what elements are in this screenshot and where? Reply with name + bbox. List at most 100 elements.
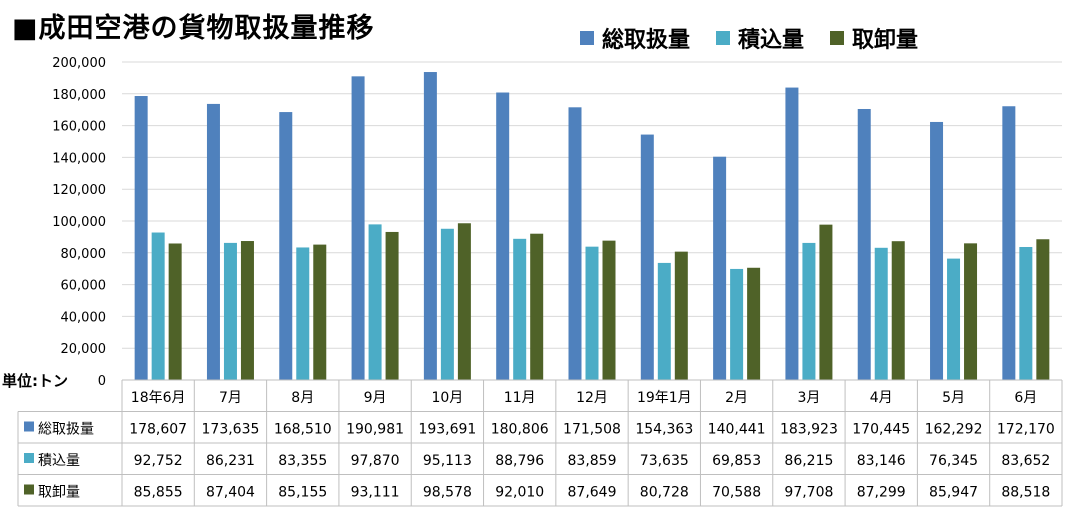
x-tick-label-12: 6月 [1014,390,1037,406]
table-cell-2-5: 92,010 [495,485,544,501]
bar-1-3 [368,224,382,380]
table-row-header-2: 取卸量 [38,485,80,501]
y-tick-label-8: 160,000 [52,120,106,135]
table-cell-2-4: 98,578 [423,485,472,501]
legend-item-2: 取卸量 [830,22,918,54]
bar-0-1 [206,103,220,380]
bar-2-5 [530,233,544,380]
table-cell-2-0: 85,855 [134,485,183,501]
x-tick-label-11: 5月 [942,390,965,406]
bar-1-0 [151,232,165,380]
bar-0-7 [640,134,654,380]
bar-1-12 [1019,246,1033,380]
bar-0-0 [134,96,148,381]
table-cell-1-0: 92,752 [134,453,183,469]
x-tick-label-8: 2月 [725,390,748,406]
bar-1-5 [513,238,527,380]
y-tick-label-5: 100,000 [52,215,106,230]
bar-0-11 [930,121,944,380]
y-tick-label-0: 0 [98,374,106,389]
bar-2-10 [891,241,905,380]
table-row-header-1: 積込量 [38,453,80,469]
bar-2-9 [819,224,833,380]
bar-0-4 [423,72,437,380]
table-cell-0-0: 178,607 [129,422,187,438]
table-swatch-0 [24,421,34,432]
bar-1-11 [947,258,961,380]
table-cell-0-2: 168,510 [274,422,332,438]
x-tick-label-7: 19年1月 [637,390,692,406]
y-tick-label-6: 120,000 [52,183,106,198]
y-tick-label-9: 180,000 [52,88,106,103]
bar-1-6 [585,246,599,380]
x-tick-label-9: 3月 [797,390,820,406]
table-swatch-1 [24,453,34,463]
bar-0-10 [857,108,871,381]
legend-swatch-1 [716,31,731,45]
x-tick-label-3: 9月 [364,390,387,406]
bar-1-4 [440,228,454,380]
table-cell-0-3: 190,981 [346,422,404,438]
table-cell-0-5: 180,806 [491,422,549,438]
y-tick-label-2: 40,000 [61,310,107,325]
y-tick-label-7: 140,000 [52,151,106,166]
bar-1-7 [657,262,671,380]
bar-0-6 [568,107,582,380]
bar-2-3 [385,231,399,380]
bar-0-5 [496,92,510,380]
table-cell-2-3: 93,111 [351,485,400,501]
table-cell-1-5: 88,796 [495,453,544,469]
table-cell-1-11: 76,345 [929,453,978,469]
bar-2-8 [747,267,761,380]
chart-title: ■成田空港の貨物取扱量推移 [12,13,375,44]
legend-item-1: 積込量 [716,22,804,54]
bar-0-8 [713,156,727,380]
bar-2-1 [240,241,254,380]
table-cell-1-2: 83,355 [278,453,327,469]
bar-2-2 [313,244,327,380]
x-tick-label-10: 4月 [870,390,893,406]
table-row-header-0: 総取扱量 [38,422,94,438]
legend-item-0: 総取扱量 [580,22,690,54]
table-cell-0-7: 154,363 [635,422,693,438]
bar-0-2 [279,112,293,381]
legend-label-2: 取卸量 [852,28,919,53]
table-cell-2-1: 87,404 [206,485,255,501]
bar-1-1 [223,242,237,380]
x-tick-label-0: 18年6月 [131,390,186,406]
bar-2-7 [674,251,688,380]
table-cell-1-9: 86,215 [784,453,833,469]
y-tick-label-10: 200,000 [52,56,106,71]
table-cell-2-12: 88,518 [1001,485,1050,501]
table-cell-0-11: 162,292 [925,422,983,438]
table-cell-0-6: 171,508 [563,422,621,438]
bar-0-12 [1002,106,1016,381]
legend-label-0: 総取扱量 [602,28,691,53]
legend-swatch-2 [830,31,845,45]
unit-label: 単位:トン [2,372,68,390]
x-tick-label-1: 7月 [219,390,242,406]
bar-0-9 [785,87,799,380]
x-tick-label-2: 8月 [291,390,314,406]
legend-swatch-0 [580,31,594,45]
table-cell-0-4: 193,691 [418,422,476,438]
bar-0-3 [351,76,365,380]
table-cell-2-10: 87,299 [857,485,906,501]
x-tick-label-5: 11月 [504,390,536,406]
table-cell-2-7: 80,728 [640,485,689,501]
table-cell-1-3: 97,870 [351,453,400,469]
bar-2-0 [168,243,182,380]
table-cell-0-8: 140,441 [708,422,766,438]
legend-label-1: 積込量 [738,28,805,53]
legend: 総取扱量 積込量 取卸量 [580,22,918,54]
table-cell-1-10: 83,146 [857,453,906,469]
bar-1-8 [730,268,744,380]
y-tick-label-4: 80,000 [61,247,107,262]
bar-2-4 [457,223,471,380]
y-tick-label-3: 60,000 [61,279,107,294]
table-cell-1-6: 83,859 [568,453,617,469]
table-cell-1-4: 95,113 [423,453,472,469]
table-cell-2-9: 97,708 [784,485,833,501]
